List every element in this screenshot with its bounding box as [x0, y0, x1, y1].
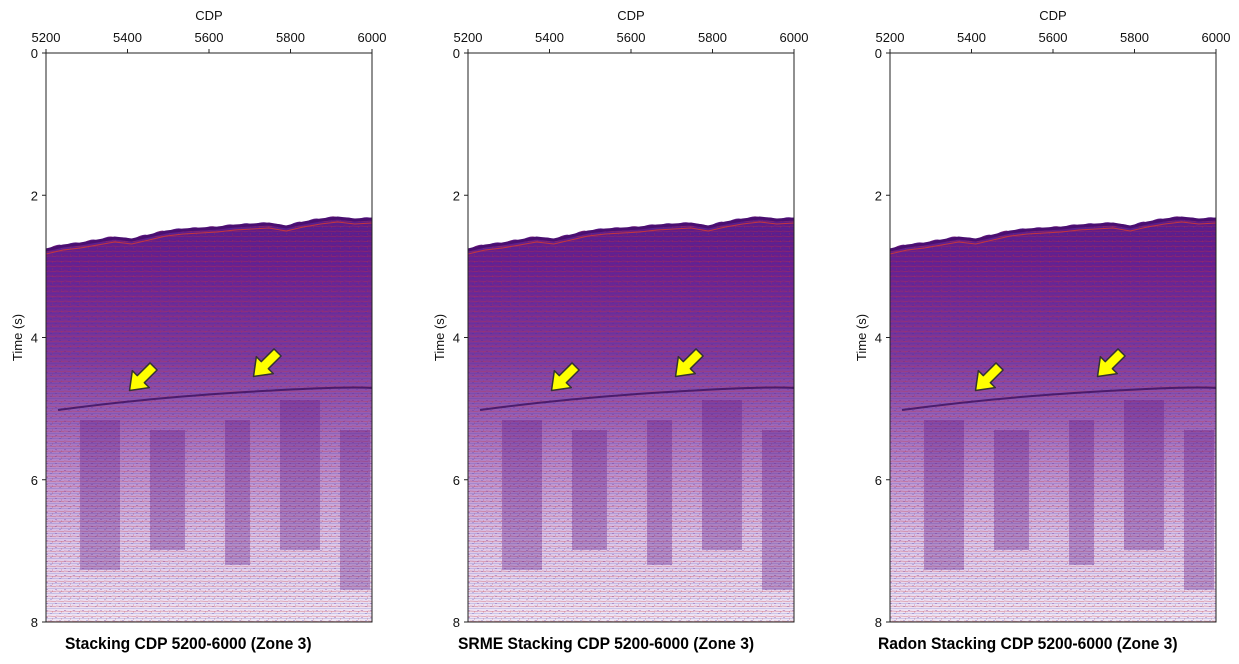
seismic-streak	[280, 400, 320, 550]
y-axis-label: Time (s)	[432, 314, 447, 361]
y-tick-label: 0	[453, 46, 460, 61]
y-tick-label: 8	[875, 615, 882, 630]
seismic-streak	[502, 420, 542, 570]
seismic-streak	[225, 420, 250, 565]
y-tick-label: 0	[31, 46, 38, 61]
seafloor-reflector	[889, 216, 1217, 252]
panel-title: Radon Stacking CDP 5200-6000 (Zone 3)	[878, 634, 1178, 653]
x-tick-label: 6000	[780, 30, 809, 45]
seafloor-reflector-red	[467, 221, 795, 255]
basement-reflector	[57, 386, 373, 411]
x-tick-label: 5200	[454, 30, 483, 45]
y-tick-label: 4	[31, 331, 38, 346]
y-tick-label: 2	[875, 188, 882, 203]
x-tick-label: 5600	[617, 30, 646, 45]
x-tick-label: 5800	[698, 30, 727, 45]
y-tick-label: 4	[453, 331, 460, 346]
y-tick-label: 6	[31, 473, 38, 488]
y-tick-label: 2	[453, 188, 460, 203]
x-tick-label: 5800	[276, 30, 305, 45]
x-tick-label: 5400	[113, 30, 142, 45]
y-tick-label: 2	[31, 188, 38, 203]
y-tick-label: 6	[453, 473, 460, 488]
y-tick-label: 8	[453, 615, 460, 630]
seismic-noise	[888, 216, 1216, 622]
x-tick-label: 5600	[1039, 30, 1068, 45]
seismic-streak	[994, 430, 1029, 550]
seismic-streak	[762, 430, 792, 590]
yellow-arrow-icon	[550, 362, 580, 392]
y-axis-label: Time (s)	[10, 314, 25, 361]
seismic-panel-1: CDP 5200 5400 5600 5800 6000 0 2 4 6 8 Time (s) Sta…	[0, 0, 420, 664]
seafloor-reflector	[467, 216, 795, 252]
seismic-streak	[80, 420, 120, 570]
basement-reflector	[901, 386, 1217, 411]
seismic-panel-2: CDP 5200 5400 5600 5800 6000 0 2 4 6 8 Time (s) SRM…	[422, 0, 842, 664]
seismic-section-plot: CDP 5200 5400 5600 5800 6000 0 2 4 6 8 Time (s)	[854, 8, 1231, 630]
seismic-streak	[1184, 430, 1214, 590]
seismic-section-plot: CDP 5200 5400 5600 5800 6000 0 2 4 6 8 Time (s)	[432, 8, 809, 630]
seismic-streak	[1069, 420, 1094, 565]
y-tick-label: 0	[875, 46, 882, 61]
yellow-arrow-icon	[1096, 348, 1126, 378]
seafloor-reflector-red	[889, 221, 1217, 255]
x-tick-label: 5600	[195, 30, 224, 45]
seismic-streak	[572, 430, 607, 550]
x-tick-label: 5800	[1120, 30, 1149, 45]
x-tick-label: 5200	[876, 30, 905, 45]
x-tick-label: 6000	[358, 30, 387, 45]
y-tick-label: 6	[875, 473, 882, 488]
seismic-streak	[702, 400, 742, 550]
yellow-arrow-icon	[974, 362, 1004, 392]
yellow-arrow-icon	[128, 362, 158, 392]
seismic-streak	[647, 420, 672, 565]
y-axis-label: Time (s)	[854, 314, 869, 361]
seismic-streak	[340, 430, 370, 590]
yellow-arrow-icon	[252, 348, 282, 378]
y-tick-label: 8	[31, 615, 38, 630]
seismic-panel-3: CDP 5200 5400 5600 5800 6000 0 2 4 6 8 Time (s) Rad…	[844, 0, 1239, 664]
panel-title: SRME Stacking CDP 5200-6000 (Zone 3)	[458, 634, 755, 653]
seismic-noise	[44, 216, 372, 622]
yellow-arrow-icon	[674, 348, 704, 378]
seismic-section-plot: CDP 5200 5400 5600 5800 6000 0 2 4 6 8 Time (s)	[10, 8, 387, 630]
x-tick-label: 5200	[32, 30, 61, 45]
seismic-streak	[924, 420, 964, 570]
panel-title: Stacking CDP 5200-6000 (Zone 3)	[65, 634, 312, 653]
x-axis-label: CDP	[195, 8, 222, 23]
seismic-streak	[1124, 400, 1164, 550]
seismic-noise	[466, 216, 794, 622]
x-tick-label: 6000	[1202, 30, 1231, 45]
seismic-streak	[150, 430, 185, 550]
x-tick-label: 5400	[957, 30, 986, 45]
x-tick-label: 5400	[535, 30, 564, 45]
basement-reflector	[479, 386, 795, 411]
x-axis-label: CDP	[1039, 8, 1066, 23]
x-axis-label: CDP	[617, 8, 644, 23]
seafloor-reflector-red	[45, 221, 373, 255]
y-tick-label: 4	[875, 331, 882, 346]
seafloor-reflector	[45, 216, 373, 252]
